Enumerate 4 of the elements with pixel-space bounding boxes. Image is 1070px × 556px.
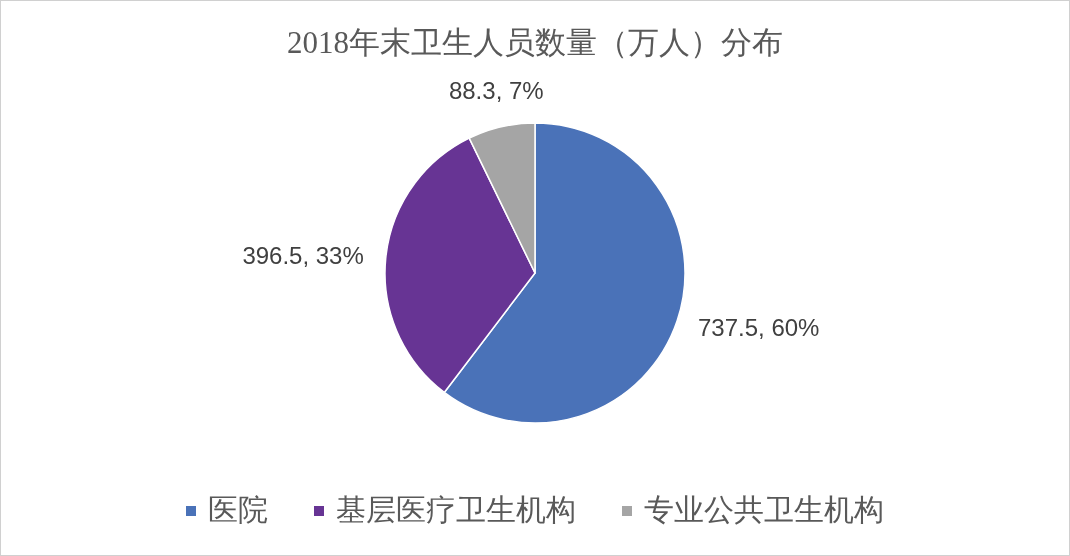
- legend-label: 基层医疗卫生机构: [336, 493, 576, 526]
- legend-label: 专业公共卫生机构: [644, 493, 884, 526]
- legend-label: 医院: [208, 493, 268, 526]
- chart-title: 2018年末卫生人员数量（万人）分布: [287, 25, 783, 60]
